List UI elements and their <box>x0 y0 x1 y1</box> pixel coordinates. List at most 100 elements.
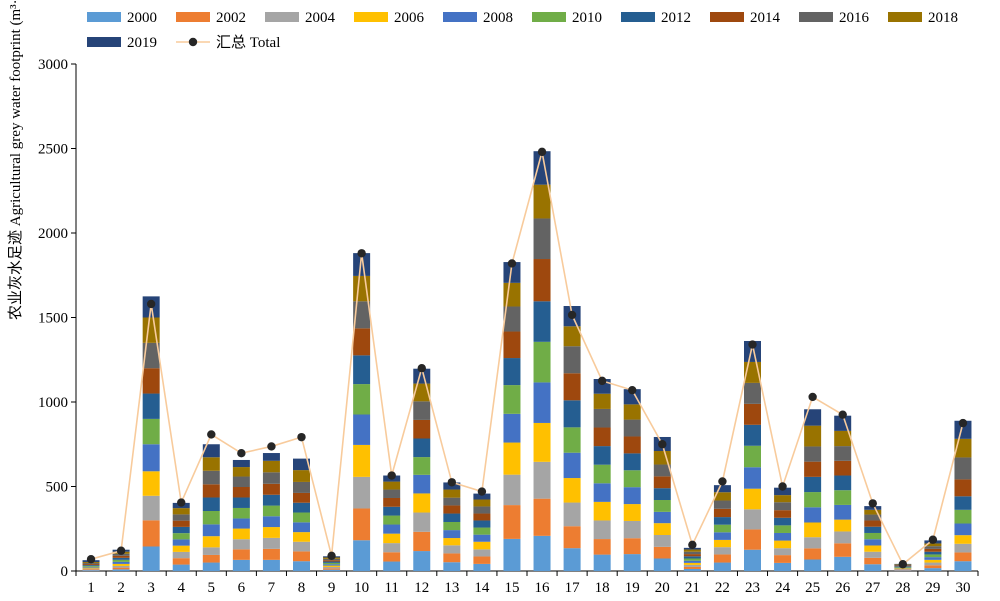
bar-segment <box>713 539 731 548</box>
bar-segment <box>232 459 250 468</box>
total-point <box>658 440 667 449</box>
bar-segment <box>623 404 641 420</box>
bar-segment <box>653 511 671 524</box>
bar-segment <box>293 512 310 523</box>
bar-segment <box>232 467 250 477</box>
bar-segment <box>683 564 701 567</box>
x-tick-label: 29 <box>925 580 940 596</box>
bar-segment <box>713 517 731 525</box>
bar-segment <box>413 383 431 402</box>
bar-segment <box>202 547 220 555</box>
bar-segment <box>683 551 701 555</box>
bar-segment <box>443 513 461 522</box>
bar-segment <box>323 565 341 567</box>
legend-swatch <box>265 12 299 22</box>
bar-segment <box>864 526 882 533</box>
legend-label: 2004 <box>305 10 336 26</box>
bar-segment <box>82 568 100 570</box>
bar-segment <box>623 419 641 437</box>
bar-segment <box>864 557 882 565</box>
bar-segment <box>563 427 581 453</box>
bar-segment <box>623 487 641 505</box>
bar-segment <box>593 554 611 571</box>
bar-segment <box>202 536 220 548</box>
x-tick-label: 20 <box>655 580 670 596</box>
bar-segment <box>533 218 551 260</box>
bar-segment <box>924 546 942 549</box>
bar-segment <box>744 445 761 468</box>
bar-segment <box>172 558 190 565</box>
bar-segment <box>834 531 852 544</box>
bar-segment <box>473 541 491 550</box>
legend-label: 2006 <box>394 10 425 26</box>
bar-segment <box>924 551 942 555</box>
bar-segment <box>443 545 461 554</box>
bar-segment <box>413 419 431 439</box>
bar-segment <box>202 457 220 471</box>
bar-segment <box>744 382 761 404</box>
bar-segment <box>503 474 521 506</box>
bar-segment <box>443 562 461 571</box>
bar-segment <box>262 453 280 461</box>
total-point <box>267 442 276 451</box>
bar-segment <box>262 494 280 506</box>
bar-segment <box>142 393 160 419</box>
bar-segment <box>413 493 431 513</box>
bar-segment <box>713 485 731 493</box>
bar-segment <box>744 509 761 530</box>
bar-segment <box>744 529 761 550</box>
bar-segment <box>894 568 912 569</box>
total-point <box>778 482 787 491</box>
bar-segment <box>533 301 551 342</box>
bar-segment <box>713 508 731 518</box>
bar-segment <box>653 500 671 512</box>
bar-segment <box>383 533 401 544</box>
bar-segment <box>774 517 792 526</box>
bar-segment <box>653 535 671 547</box>
bar-segment <box>443 521 461 531</box>
bar-segment <box>653 558 671 571</box>
bar-segment <box>774 548 792 556</box>
bar-segment <box>172 514 190 521</box>
legend-swatch <box>176 12 210 22</box>
bar-segment <box>683 562 701 565</box>
bar-segment <box>683 566 701 569</box>
bar-segment <box>804 492 822 508</box>
total-point <box>116 546 126 555</box>
bar-segment <box>353 384 371 415</box>
bar-segment <box>563 502 581 527</box>
bar-segment <box>503 538 521 571</box>
total-point <box>868 499 877 508</box>
bar-segment <box>232 476 250 488</box>
x-tick-label: 19 <box>625 580 640 596</box>
bar-segment <box>262 460 280 473</box>
bar-segment <box>202 484 220 498</box>
bar-segment <box>924 554 942 558</box>
bar-segment <box>924 557 942 560</box>
x-tick-label: 8 <box>298 580 306 596</box>
bar-segment <box>804 446 822 462</box>
bar-segment <box>293 481 310 493</box>
total-point <box>958 418 968 428</box>
bar-segment <box>82 567 100 569</box>
bar-segment <box>293 561 310 571</box>
bar-segment <box>112 563 130 566</box>
bar-segment <box>503 358 521 386</box>
bar-segment <box>804 537 822 549</box>
bar-segment <box>563 400 581 428</box>
bar-segment <box>774 487 792 496</box>
bar-segment <box>293 470 310 482</box>
bar-segment <box>413 401 431 420</box>
bar-segment <box>82 565 100 567</box>
bar-segment <box>262 527 280 538</box>
bar-segment <box>533 498 551 536</box>
bar-segment <box>924 565 942 569</box>
bar-segment <box>593 520 611 540</box>
bar-segment <box>533 341 551 383</box>
bar-segment <box>202 497 220 512</box>
bar-segment <box>443 553 461 563</box>
bar-segment <box>954 543 972 553</box>
y-tick-label: 3000 <box>38 57 68 73</box>
total-point <box>447 478 457 487</box>
x-tick-label: 7 <box>268 580 276 596</box>
